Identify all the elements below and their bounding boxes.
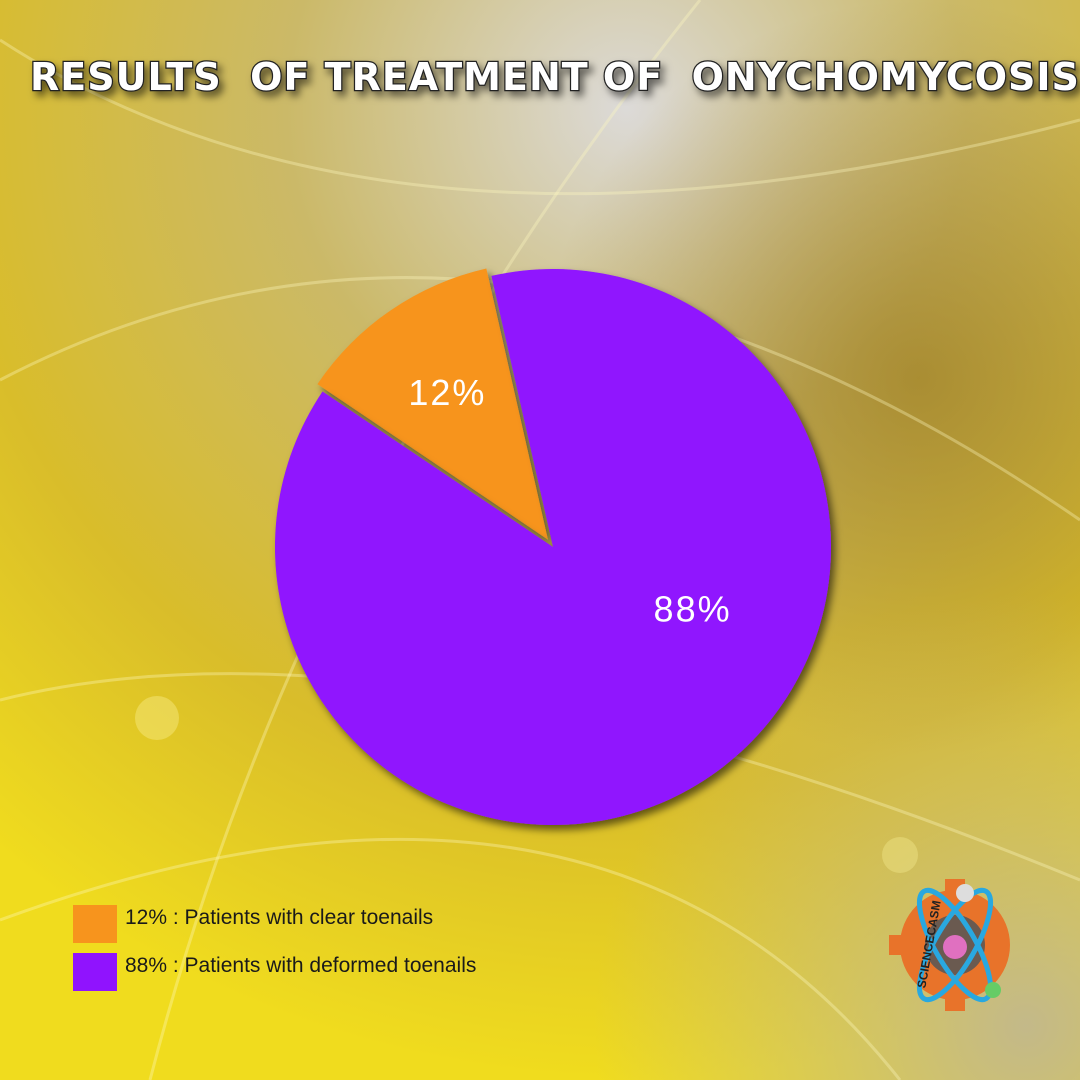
- pie-slice: [274, 269, 831, 825]
- legend-swatch: [73, 905, 117, 943]
- legend-item: 88% : Patients with deformed toenails: [73, 953, 513, 991]
- logo: SCIENCECASM: [889, 879, 1010, 1011]
- legend-swatch: [73, 953, 117, 991]
- chart-title: RESULTS OF TREATMENT OF ONYCHOMYCOSIS: [30, 55, 1080, 99]
- pie-slice: [317, 268, 548, 540]
- slice-label: 88%: [654, 588, 732, 629]
- legend: 12% : Patients with clear toenails 88% : …: [73, 905, 513, 1001]
- legend-label: 12% : Patients with clear toenails: [125, 906, 434, 929]
- legend-label: 88% : Patients with deformed toenails: [125, 954, 477, 977]
- slice-label: 12%: [408, 372, 486, 413]
- pie: 12% 88%: [274, 268, 831, 825]
- legend-item: 12% : Patients with clear toenails: [73, 905, 513, 943]
